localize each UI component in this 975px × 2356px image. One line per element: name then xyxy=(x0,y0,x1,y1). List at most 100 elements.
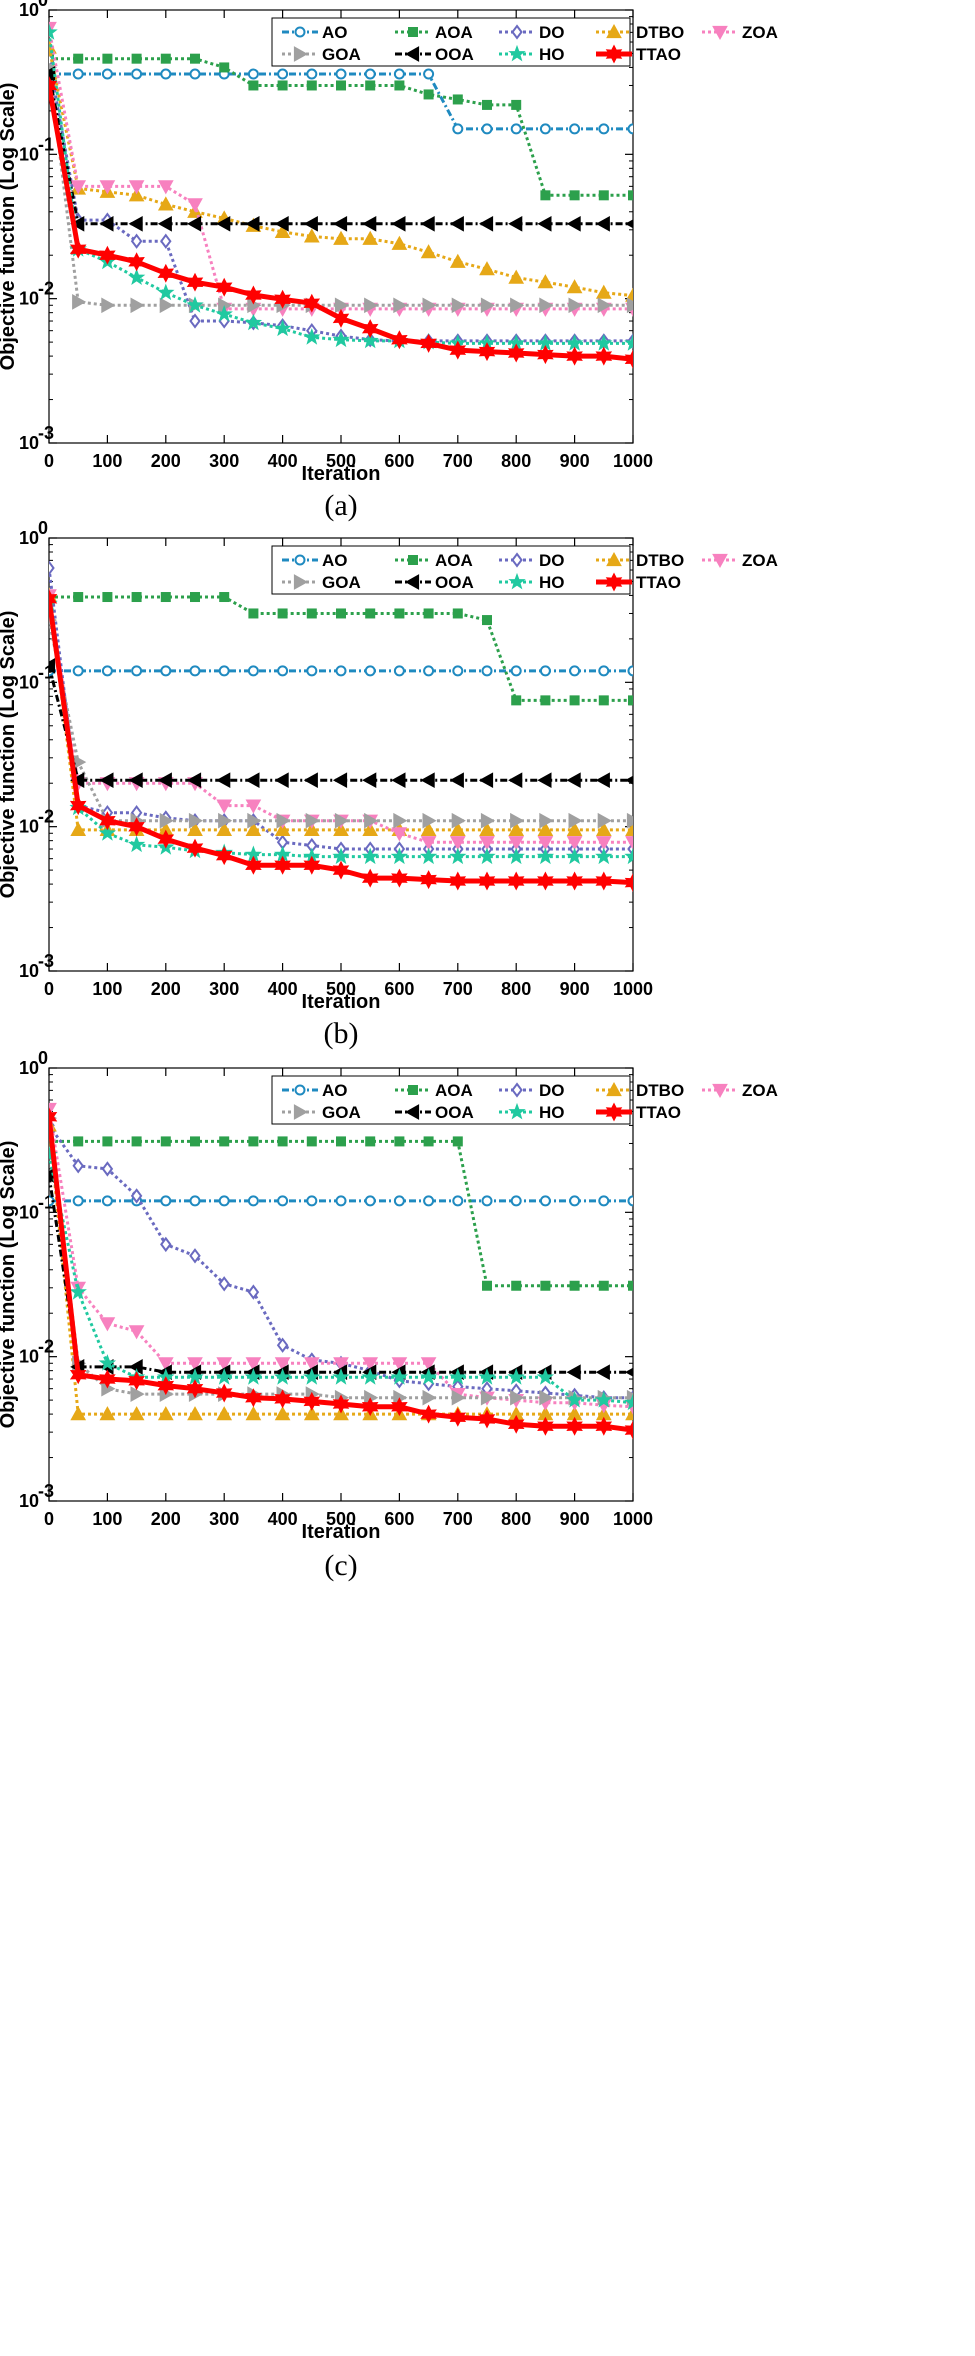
legend-marker xyxy=(404,574,420,590)
data-point-ao xyxy=(218,665,230,677)
data-point-ao xyxy=(72,665,84,677)
data-point-ao xyxy=(627,665,633,677)
data-point-ttao xyxy=(215,1383,233,1403)
data-point-aoa xyxy=(102,53,113,64)
data-point-ho xyxy=(273,1368,292,1385)
data-point-zoa xyxy=(566,836,583,851)
data-point-dtbo xyxy=(157,196,174,211)
data-point-goa xyxy=(364,812,379,829)
data-point-zoa xyxy=(362,1357,379,1372)
data-point-ho xyxy=(244,313,263,331)
legend-marker xyxy=(605,572,623,592)
data-point-ho xyxy=(273,319,292,337)
data-point-ooa xyxy=(216,772,231,789)
data-point-zoa xyxy=(391,1357,408,1372)
data-point-ooa xyxy=(157,215,172,232)
y-axis-label: Objective function (Log Scale) xyxy=(0,1141,19,1429)
data-point-ho xyxy=(624,847,633,865)
data-point-aoa xyxy=(248,1136,259,1147)
data-point-aoa xyxy=(394,80,405,91)
data-point-ho xyxy=(595,1390,613,1408)
series-ho xyxy=(49,594,633,865)
legend-label: GOA xyxy=(322,573,361,592)
data-point-aoa xyxy=(160,592,171,603)
legend-item-ooa: OOA xyxy=(395,1103,474,1122)
series-line-aoa xyxy=(49,1139,633,1288)
data-point-ttao xyxy=(595,346,613,366)
data-point-ao xyxy=(247,1195,259,1207)
data-point-aoa xyxy=(277,608,288,619)
x-tick-label: 600 xyxy=(384,979,414,999)
data-point-ho xyxy=(186,296,204,313)
data-point-goa xyxy=(451,1389,466,1406)
data-point-aoa xyxy=(306,608,317,619)
data-point-goa xyxy=(422,1389,437,1406)
series-line-zoa xyxy=(49,27,633,311)
series-ao xyxy=(49,1195,633,1207)
legend-marker xyxy=(712,25,728,41)
data-point-ttao xyxy=(566,871,583,891)
data-point-aoa xyxy=(336,608,346,619)
data-point-do xyxy=(101,1161,114,1177)
data-point-ooa xyxy=(128,215,143,232)
y-axis-label: Objective function (Log Scale) xyxy=(0,83,19,371)
data-point-ho xyxy=(507,847,525,865)
data-point-goa xyxy=(188,812,204,829)
data-point-ao xyxy=(277,68,289,80)
data-point-aoa xyxy=(219,592,230,603)
x-tick-label: 700 xyxy=(443,1509,473,1529)
legend-marker xyxy=(408,555,418,565)
data-point-ttao xyxy=(69,796,87,816)
data-point-zoa xyxy=(449,836,466,851)
x-tick-label: 800 xyxy=(501,1509,531,1529)
data-point-ooa xyxy=(391,215,406,232)
data-point-ao xyxy=(218,1195,230,1207)
data-point-dtbo xyxy=(391,235,408,250)
x-tick-label: 500 xyxy=(326,1509,356,1529)
data-point-ao xyxy=(539,665,551,677)
data-point-ooa xyxy=(186,772,202,789)
legend-label: DO xyxy=(539,551,565,570)
legend-label: OOA xyxy=(435,573,474,592)
data-point-ho xyxy=(478,847,496,865)
data-point-ao xyxy=(539,123,551,135)
data-point-dtbo xyxy=(274,821,291,836)
x-tick-label: 800 xyxy=(501,979,531,999)
data-point-dtbo xyxy=(479,261,495,276)
data-point-aoa xyxy=(482,1280,492,1291)
x-tick-label: 600 xyxy=(384,1509,414,1529)
data-point-dtbo xyxy=(566,821,583,836)
data-point-zoa xyxy=(128,180,145,195)
panel-caption: (a) xyxy=(324,489,357,522)
data-point-ttao xyxy=(507,1414,525,1434)
legend-label: DO xyxy=(539,23,565,42)
data-point-ao xyxy=(423,68,435,80)
data-point-ao xyxy=(101,665,113,677)
x-tick-label: 1000 xyxy=(613,979,653,999)
data-point-goa xyxy=(159,297,174,314)
x-tick-label: 300 xyxy=(209,1509,239,1529)
data-point-ao xyxy=(364,68,376,80)
data-point-ttao xyxy=(157,263,175,283)
legend-label: GOA xyxy=(322,1103,361,1122)
data-point-dtbo xyxy=(508,821,525,836)
data-point-ao xyxy=(452,1195,464,1207)
data-point-ttao xyxy=(274,855,291,875)
series-ttao xyxy=(49,589,633,893)
y-tick-label: 10 xyxy=(19,289,39,309)
data-point-ooa xyxy=(420,215,435,232)
x-axis-label: Iteration xyxy=(302,991,381,1013)
legend-item-zoa: ZOA xyxy=(702,551,778,570)
data-point-ho xyxy=(215,1368,233,1385)
y-tick-exponent: 0 xyxy=(38,0,48,10)
data-point-ao xyxy=(393,68,405,80)
data-point-ooa xyxy=(332,772,348,789)
data-point-ao xyxy=(277,665,289,677)
data-point-aoa xyxy=(160,1136,171,1147)
legend-item-aoa: AOA xyxy=(395,23,473,42)
data-point-aoa xyxy=(423,608,434,619)
legend-item-ao: AO xyxy=(282,23,348,42)
legend-item-goa: GOA xyxy=(282,45,361,64)
data-point-aoa xyxy=(540,1280,551,1291)
